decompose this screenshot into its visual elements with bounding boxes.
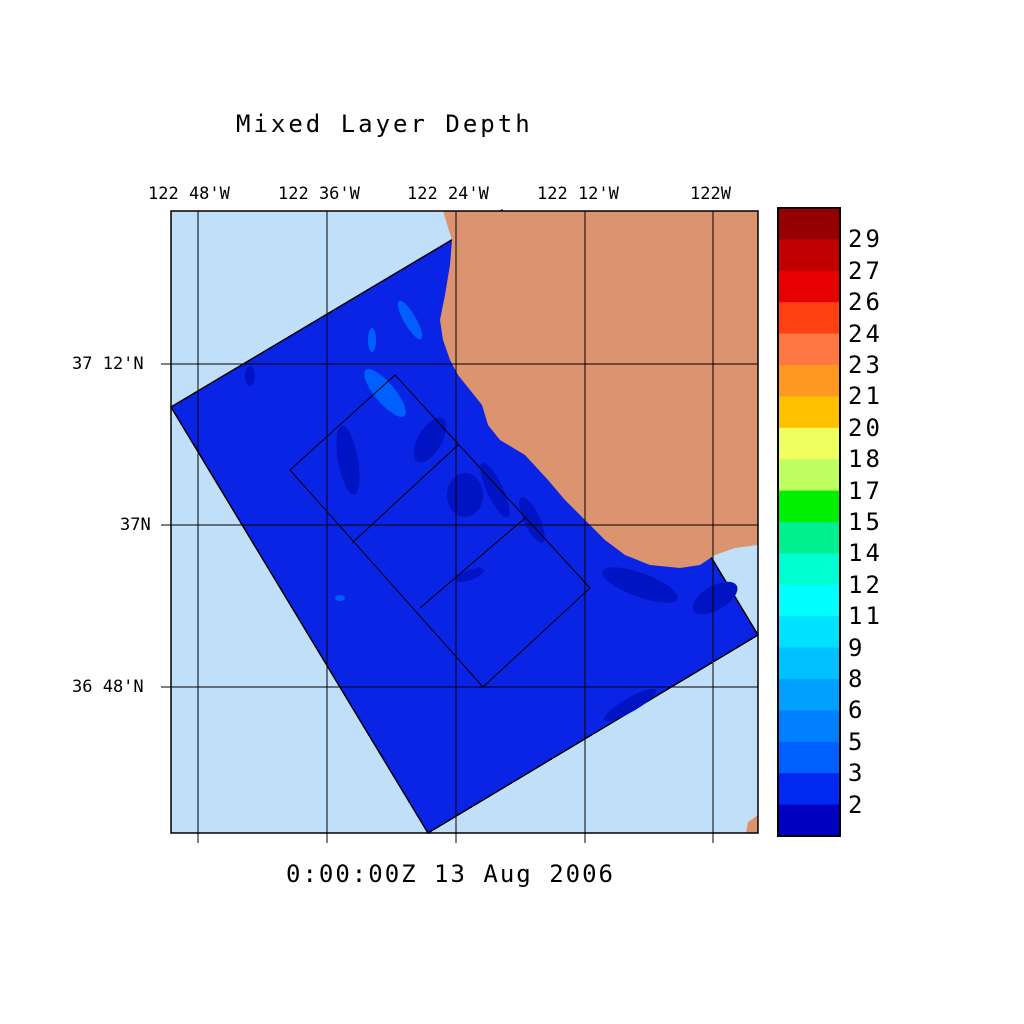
timestamp: 0:00:00Z 13 Aug 2006 [286, 860, 615, 888]
colorbar-band [778, 710, 840, 743]
lon-label: 122W [690, 184, 731, 204]
grid [161, 211, 758, 843]
land-mass [440, 211, 758, 568]
colorbar-band [778, 616, 840, 649]
colorbar-band [778, 270, 840, 303]
colorbar-label: 8 [848, 665, 866, 693]
lon-label: 122 36'W [278, 184, 360, 204]
colorbar-label: 20 [848, 413, 883, 442]
colorbar-label: 14 [848, 539, 883, 568]
colorbar-label: 29 [848, 225, 883, 254]
colorbar-label: 11 [848, 602, 883, 631]
colorbar-label: 27 [848, 256, 883, 285]
colorbar [778, 208, 840, 837]
colorbar-band [778, 490, 840, 523]
subdomain-boxes [289, 374, 591, 688]
colorbar-frame [777, 207, 841, 837]
colorbar-label: 3 [848, 759, 866, 788]
colorbar-band [778, 679, 840, 711]
colorbar-band [778, 584, 840, 617]
colorbar-band [778, 208, 840, 240]
colorbar-band [778, 773, 840, 806]
colorbar-band [778, 396, 840, 429]
colorbar-label: 26 [848, 288, 883, 317]
colorbar-label: 5 [848, 727, 866, 756]
colorbar-band [778, 333, 840, 366]
colorbar-band [778, 302, 840, 335]
lon-label: 122 24'W [407, 184, 489, 204]
colorbar-label: 9 [848, 633, 866, 662]
shallow-patches [335, 300, 423, 601]
colorbar-label: 6 [848, 696, 866, 725]
land-mass [746, 815, 758, 833]
colorbar-band [778, 365, 840, 397]
colorbar-band [778, 647, 840, 680]
lon-label: 122 48'W [148, 184, 230, 204]
lat-label: 37 12'N [72, 354, 144, 374]
colorbar-band [778, 741, 840, 774]
colorbar-band [778, 459, 840, 492]
colorbar-band [778, 553, 840, 586]
colorbar-label: 17 [848, 476, 883, 505]
colorbar-label: 12 [848, 570, 883, 599]
colorbar-band [778, 239, 840, 272]
colorbar-band [778, 427, 840, 460]
lat-label: 36 48'N [72, 677, 144, 697]
lat-label: 37N [120, 515, 151, 535]
colorbar-label: 24 [848, 319, 883, 348]
colorbar-label: 2 [848, 790, 866, 819]
colorbar-label: 18 [848, 445, 883, 474]
map-frame [170, 210, 759, 834]
colorbar-band [778, 522, 840, 554]
colorbar-label: 21 [848, 382, 883, 411]
plot-title: Mixed Layer Depth [236, 110, 533, 138]
colorbar-label: 15 [848, 508, 883, 536]
colorbar-label: 23 [848, 351, 883, 379]
lon-label: 122 12'W [537, 184, 619, 204]
colorbar-band [778, 804, 840, 837]
